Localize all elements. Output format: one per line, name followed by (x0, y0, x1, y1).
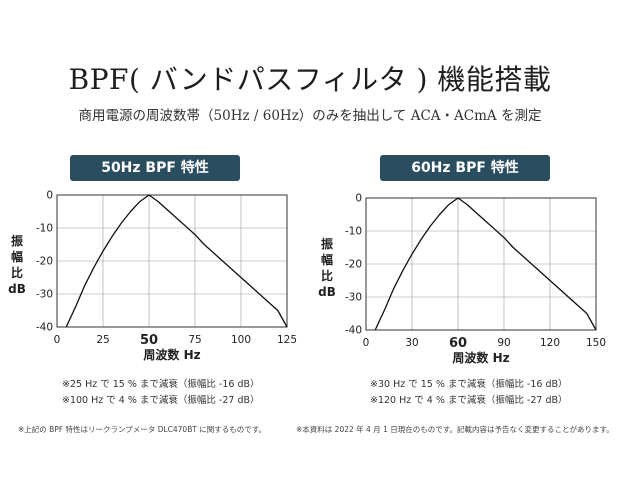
y-tick-label: 0 (46, 190, 53, 202)
chart-50hz-notes: ※25 Hz で 15 % まで減衰（振幅比 -16 dB） ※100 Hz で… (62, 377, 260, 409)
y-tick-label: -10 (36, 223, 53, 235)
y-axis-label: dB (8, 282, 26, 296)
chart-badge-50hz: 50Hz BPF 特性 (70, 155, 240, 181)
y-tick-label: -30 (36, 289, 53, 301)
plot-frame (56, 194, 288, 328)
chart-note: ※120 Hz で 4 % まで減衰（振幅比 -27 dB） (370, 395, 568, 406)
y-tick-label: -40 (345, 325, 362, 337)
y-axis-label: dB (318, 285, 336, 299)
y-tick-label: -30 (345, 292, 362, 304)
series-line (374, 197, 597, 331)
y-axis-label: 比 (321, 268, 333, 283)
footnote-left: ※上記の BPF 特性はリークランプメータ DLC470BT に関するものです。 (18, 425, 267, 434)
x-tick-label: 0 (363, 337, 370, 349)
x-tick-label: 90 (497, 337, 510, 349)
x-axis-label: 周波数 Hz (143, 347, 200, 362)
chart-note: ※100 Hz で 4 % まで減衰（振幅比 -27 dB） (62, 395, 260, 406)
x-tick-label: 30 (405, 337, 418, 349)
y-axis-label: 振 (321, 236, 333, 251)
y-axis-label: 振 (11, 233, 23, 248)
footnote-right: ※本資料は 2022 年 4 月 1 日現在のものです。記載内容は予告なく変更す… (296, 425, 614, 434)
x-tick-label: 50 (140, 333, 158, 348)
y-tick-label: -20 (36, 256, 53, 268)
y-tick-label: -10 (345, 226, 362, 238)
x-tick-label: 100 (231, 334, 251, 346)
page-title: BPF( バンドパスフィルタ ) 機能搭載 (68, 63, 552, 96)
x-tick-label: 25 (96, 334, 109, 346)
x-tick-label: 125 (277, 334, 297, 346)
y-tick-label: -20 (345, 259, 362, 271)
y-tick-label: -40 (36, 322, 53, 334)
y-axis-label: 比 (11, 265, 23, 280)
chart-60hz-notes: ※30 Hz で 15 % まで減衰（振幅比 -16 dB） ※120 Hz で… (370, 377, 568, 409)
y-axis-label: 幅 (11, 249, 23, 264)
chart-note: ※30 Hz で 15 % まで減衰（振幅比 -16 dB） (370, 379, 568, 390)
y-tick-label: 0 (355, 193, 362, 205)
x-tick-label: 0 (54, 334, 61, 346)
page-subtitle: 商用電源の周波数帯（50Hz / 60Hz）のみを抽出して ACA・ACmA を… (78, 108, 542, 124)
x-axis-label: 周波数 Hz (452, 350, 509, 365)
x-tick-label: 75 (188, 334, 201, 346)
series-line (65, 194, 288, 328)
chart-badge-60hz: 60Hz BPF 特性 (380, 155, 550, 181)
chart-note: ※25 Hz で 15 % まで減衰（振幅比 -16 dB） (62, 379, 260, 390)
plot-frame (365, 197, 597, 331)
x-tick-label: 150 (586, 337, 606, 349)
y-axis-label: 幅 (321, 252, 333, 267)
x-tick-label: 120 (540, 337, 560, 349)
x-tick-label: 60 (449, 336, 467, 351)
